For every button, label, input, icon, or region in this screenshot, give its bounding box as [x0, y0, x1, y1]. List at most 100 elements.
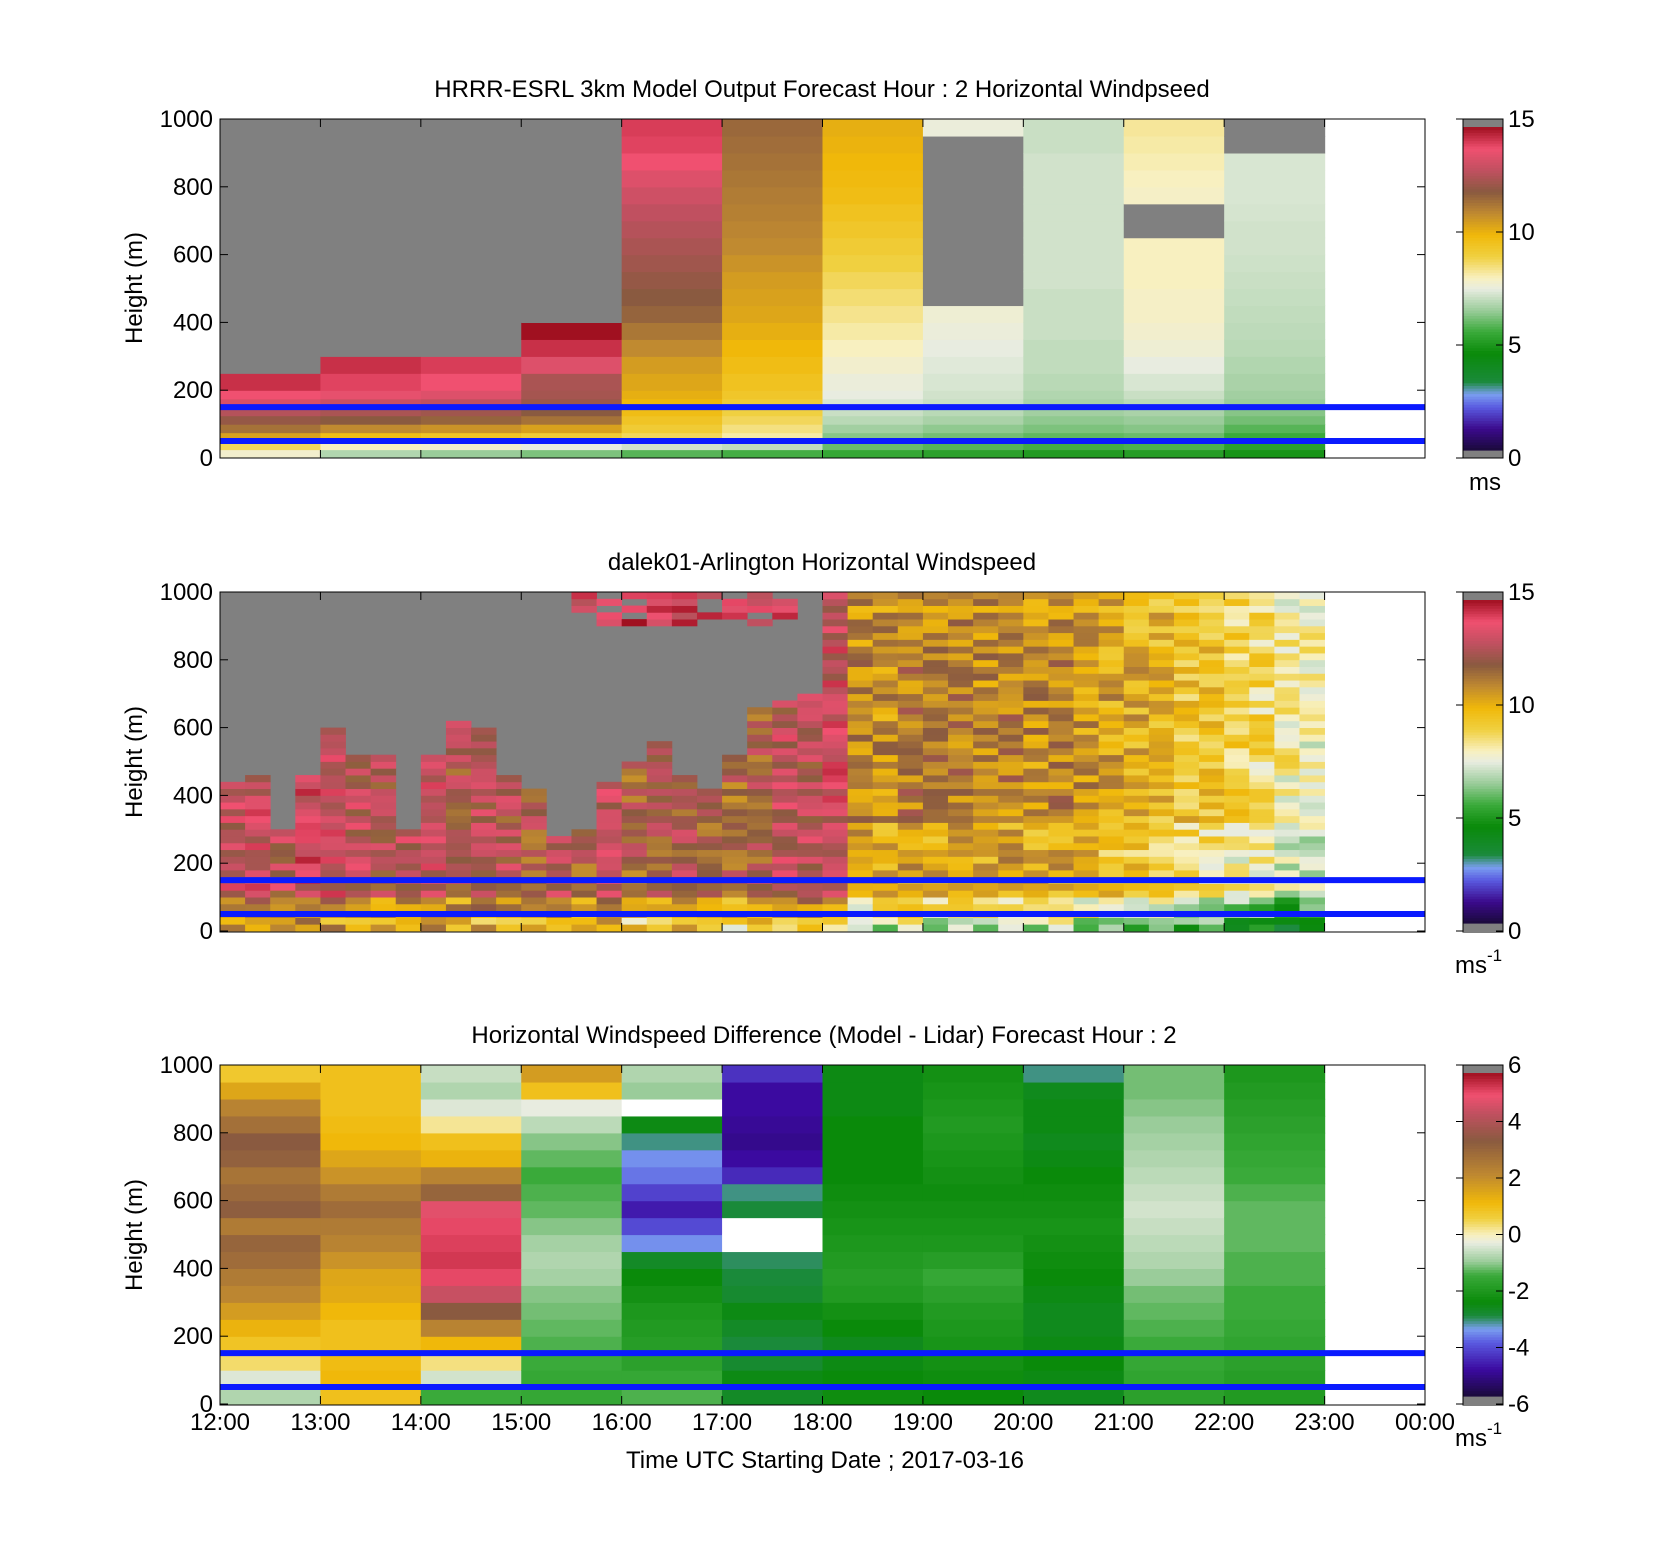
- panel-lidar-colorbar-step: [1463, 734, 1503, 738]
- panel-lidar-cell: [420, 869, 447, 878]
- panel-model-cell: [922, 356, 1024, 374]
- panel-lidar-cell: [1098, 700, 1125, 708]
- panel-lidar-cell: [1023, 768, 1049, 776]
- panel-lidar-colorbar-step: [1463, 750, 1503, 755]
- panel-lidar-cell: [1274, 917, 1300, 925]
- panel-lidar-cell: [1199, 741, 1225, 749]
- panel-lidar-cell: [822, 653, 848, 661]
- panel-model-colorbar-step: [1463, 140, 1503, 144]
- panel-lidar-cell: [445, 924, 472, 932]
- panel-model-cell: [521, 203, 623, 222]
- panel-model-colorbar-step: [1463, 371, 1503, 376]
- panel-difference-cell: [1123, 1098, 1225, 1117]
- panel-difference-cell: [1224, 1115, 1326, 1134]
- panel-model-colorbar-gradient: [1463, 119, 1503, 458]
- panel-lidar-cell: [948, 856, 974, 864]
- panel-lidar-cell: [1274, 720, 1300, 728]
- panel-difference-colorbar-step: [1463, 1261, 1503, 1265]
- panel-lidar-cell: [897, 693, 924, 701]
- panel-lidar-cell: [1173, 808, 1200, 817]
- panel-lidar-cell: [872, 842, 899, 851]
- panel-lidar-cell: [1274, 659, 1300, 667]
- panel-lidar-cell: [772, 903, 798, 912]
- panel-lidar-cell: [471, 822, 497, 830]
- panel-lidar-cell: [521, 808, 547, 817]
- panel-difference-colorbar-step: [1463, 1377, 1503, 1381]
- panel-difference-colorbar-step: [1463, 1175, 1503, 1179]
- panel-difference-colorbar-step: [1463, 1250, 1503, 1254]
- panel-lidar-cell: [948, 754, 974, 762]
- panel-lidar-cell: [1199, 788, 1225, 796]
- panel-lidar-colorbar-step: [1463, 820, 1503, 825]
- panel-lidar-colorbar-step: [1463, 742, 1503, 746]
- panel-lidar-cell: [621, 897, 648, 905]
- panel-model-colorbar-step: [1463, 315, 1503, 319]
- panel-lidar-cell: [1249, 761, 1275, 769]
- panel-lidar-cell: [1224, 781, 1250, 790]
- panel-model-cell: [420, 254, 522, 273]
- panel-lidar-cell: [370, 869, 397, 878]
- panel-lidar-cell: [897, 754, 924, 762]
- panel-lidar-cell: [1249, 822, 1275, 830]
- panel-lidar-colorbar-step: [1463, 836, 1503, 841]
- panel-lidar-cell: [471, 869, 497, 878]
- panel-difference-cell: [1023, 1065, 1125, 1083]
- panel-difference-colorbar-step: [1463, 1140, 1503, 1144]
- panel-lidar-cell: [747, 917, 773, 925]
- panel-lidar-cell: [596, 917, 623, 925]
- panel-lidar-cell: [1123, 646, 1150, 654]
- panel-model-cell: [1023, 339, 1125, 357]
- panel-lidar-cell: [420, 842, 447, 851]
- panel-lidar-cell: [822, 890, 848, 898]
- panel-lidar-cell: [847, 625, 874, 634]
- panel-lidar-colorbar-step: [1463, 855, 1503, 859]
- panel-lidar-cell: [722, 768, 748, 776]
- panel-lidar-cell: [521, 795, 547, 803]
- panel-lidar-cell: [747, 863, 773, 871]
- panel-lidar-cell: [1173, 632, 1200, 640]
- panel-lidar-colorbar-over: [1463, 592, 1503, 600]
- panel-lidar-cell: [722, 836, 748, 844]
- panel-lidar-cell: [847, 747, 874, 756]
- panel-model-cell: [1023, 415, 1125, 425]
- panel-model-cell: [722, 373, 824, 391]
- panel-lidar-cell: [1274, 693, 1300, 701]
- panel-lidar-cell: [847, 863, 874, 871]
- panel-lidar-cell: [822, 883, 848, 891]
- panel-lidar-cell: [1148, 693, 1175, 701]
- panel-lidar-colorbar-step: [1463, 823, 1503, 827]
- panel-lidar-cell: [772, 714, 798, 722]
- panel-model-colorbar-step: [1463, 393, 1503, 397]
- panel-model-cell: [220, 186, 322, 205]
- panel-lidar-cell: [621, 842, 648, 851]
- panel-lidar-cell: [445, 903, 472, 912]
- panel-lidar-cell: [1123, 598, 1150, 606]
- panel-lidar-cell: [1249, 781, 1275, 790]
- panel-lidar-cell: [998, 890, 1024, 898]
- panel-lidar-upper-cell: [621, 619, 648, 627]
- panel-difference-cell: [1123, 1285, 1225, 1303]
- panel-difference-cell: [220, 1132, 322, 1151]
- panel-lidar-colorbar-step: [1463, 602, 1503, 606]
- panel-lidar-colorbar-step: [1463, 718, 1503, 722]
- panel-model-colorbar-step: [1463, 396, 1503, 400]
- panel-lidar-cell: [1224, 775, 1250, 783]
- panel-difference-cell: [621, 1149, 723, 1168]
- panel-lidar-cell: [496, 856, 522, 864]
- panel-lidar-cell: [1249, 693, 1275, 701]
- panel-model-cell: [822, 373, 924, 391]
- panel-lidar-cell: [270, 836, 296, 844]
- panel-lidar-cell: [1123, 727, 1150, 735]
- panel-model-colorbar-step: [1463, 285, 1503, 290]
- panel-lidar-cell: [420, 815, 447, 823]
- panel-lidar-cell: [1299, 903, 1325, 912]
- panel-lidar-cell: [973, 802, 999, 810]
- panel-lidar-cell: [998, 653, 1024, 661]
- panel-difference-colorbar-step: [1463, 1116, 1503, 1120]
- panel-model-cell: [922, 415, 1024, 425]
- panel-lidar-cell: [747, 741, 773, 749]
- panel-lidar-cell: [1249, 605, 1275, 613]
- panel-lidar-cell: [1173, 605, 1200, 613]
- panel-lidar-cell: [1148, 592, 1175, 600]
